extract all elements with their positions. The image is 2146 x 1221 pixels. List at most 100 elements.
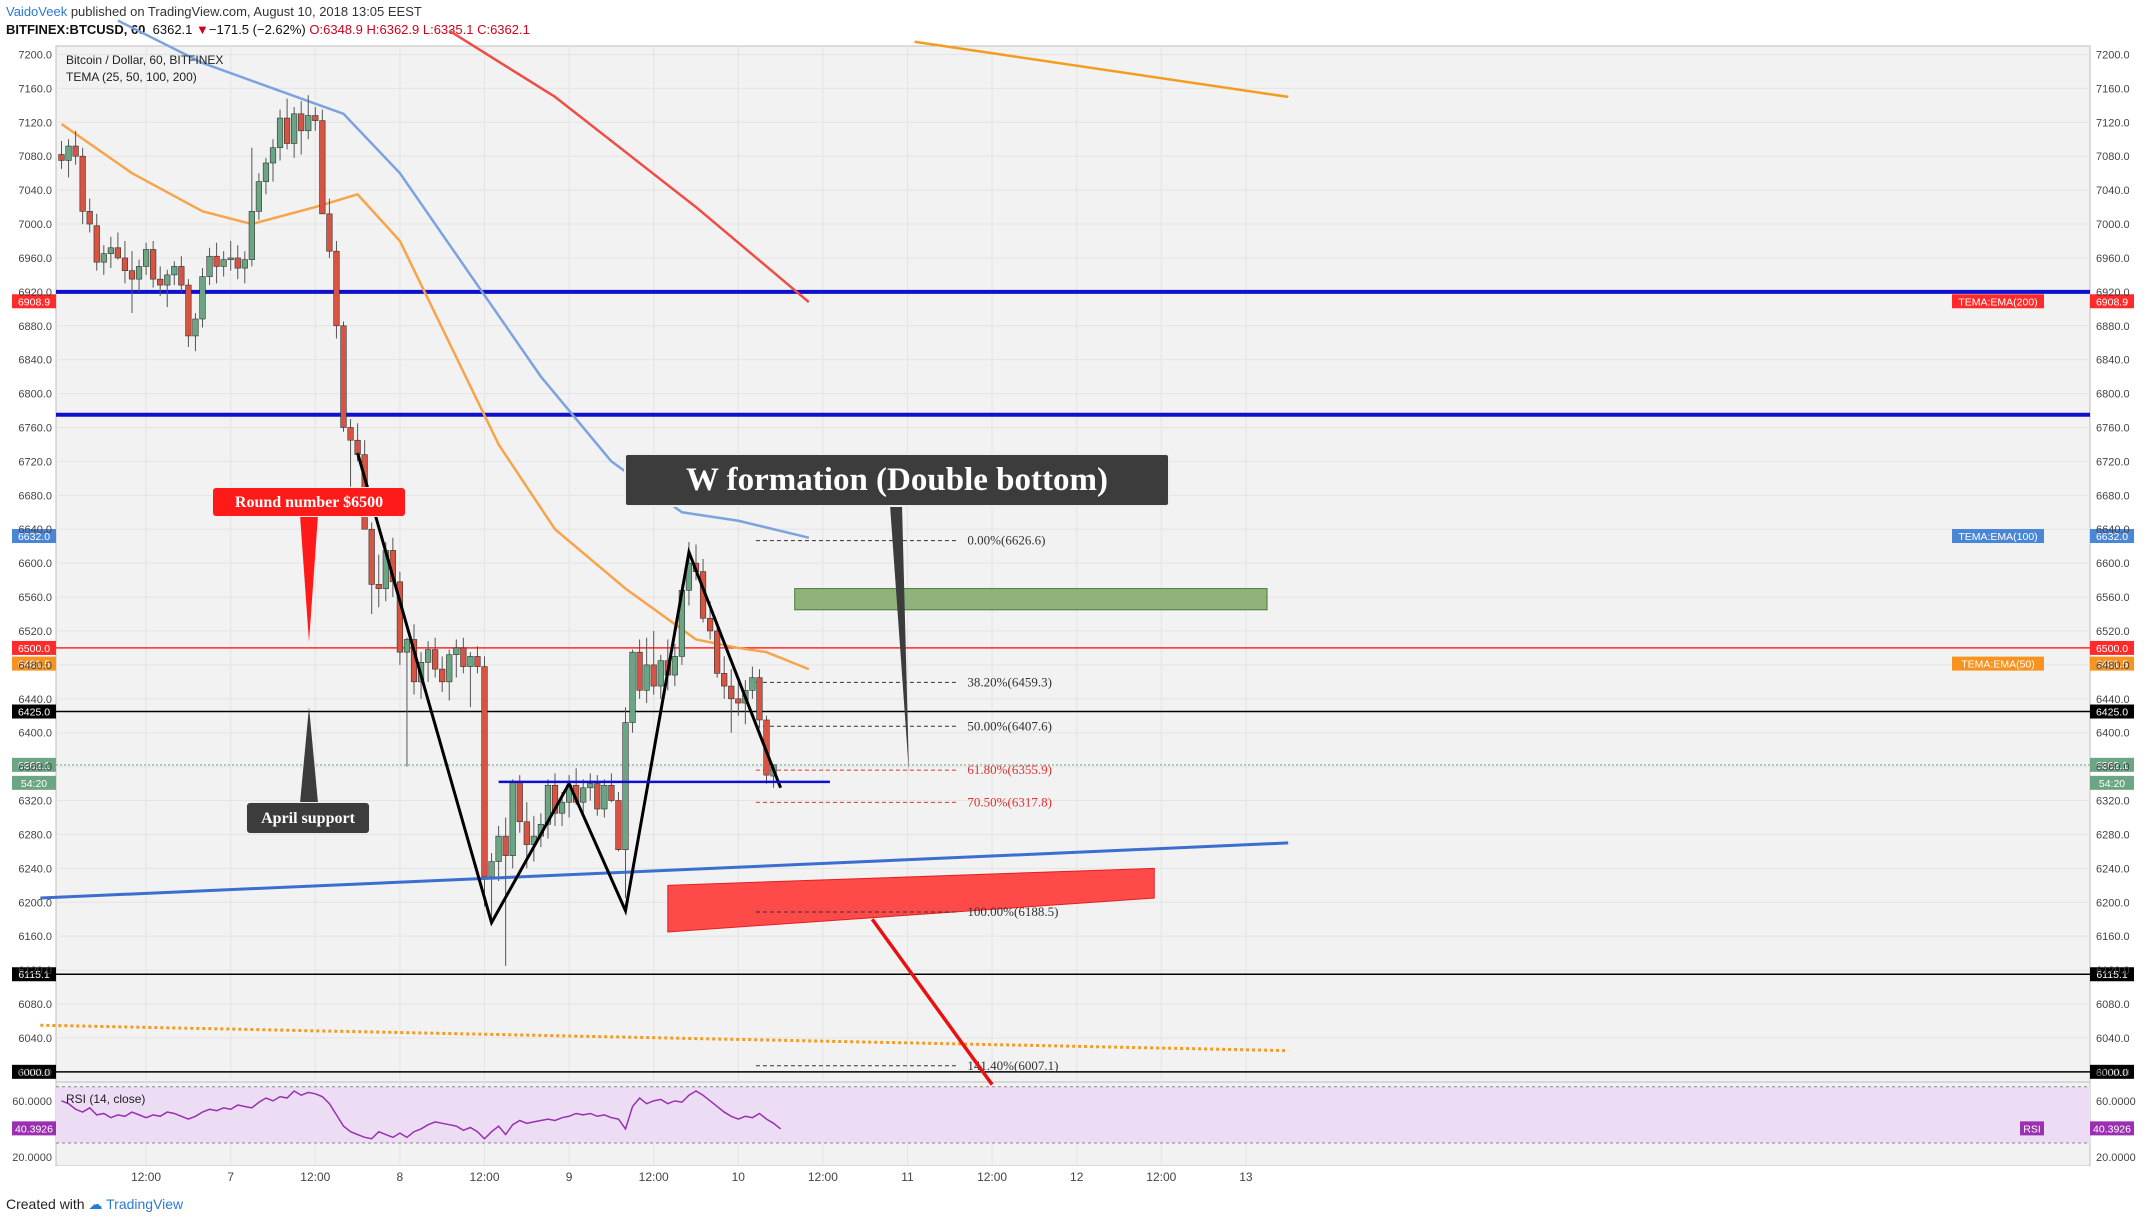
publish-text: published on TradingView.com, August 10,…	[70, 4, 422, 19]
candle-body	[467, 656, 474, 667]
candle-body	[749, 677, 756, 691]
candle-body	[368, 528, 375, 585]
fib-label: 38.20%(6459.3)	[967, 674, 1052, 689]
w-formation-callout: W formation (Double bottom)	[624, 453, 1170, 507]
y-tick-label-right: 6880.0	[2096, 321, 2130, 333]
level-label-bg	[2090, 640, 2134, 655]
y-tick-label-left: 7120.0	[18, 117, 52, 129]
y-tick-label-left: 6400.0	[18, 728, 52, 740]
candle-body	[79, 155, 86, 212]
down-arrow-icon: ▼	[196, 22, 209, 37]
time-axis-background	[56, 1166, 2090, 1186]
rsi-tag: RSI	[2023, 1123, 2041, 1135]
candle-body	[333, 250, 340, 327]
red-zone	[667, 867, 1155, 933]
level-label: 6425.0	[2096, 707, 2128, 719]
y-tick-label-right: 6000.0	[2096, 1067, 2130, 1079]
y-tick-label-right: 7120.0	[2096, 117, 2130, 129]
y-tick-label-left: 6040.0	[18, 1033, 52, 1045]
x-tick-label: 12:00	[469, 1170, 499, 1184]
level-label: 6000.0	[2096, 1067, 2128, 1079]
candle-body	[107, 247, 114, 255]
y-tick-label-right: 6120.0	[2096, 965, 2130, 977]
countdown-bg	[2090, 775, 2134, 790]
symbol-info: BITFINEX:BTCUSD, 60 6362.1 ▼−171.5 (−2.6…	[6, 22, 530, 37]
y-tick-label-right: 6480.0	[2096, 660, 2130, 672]
candle-body	[650, 664, 657, 687]
candle-body	[269, 147, 277, 164]
drawings[interactable]	[40, 452, 1289, 1086]
y-tick-label-left: 6840.0	[18, 355, 52, 367]
candle-body	[439, 668, 446, 683]
candle-body	[509, 781, 516, 856]
x-tick-label: 10	[732, 1170, 746, 1184]
candle-body	[615, 800, 622, 851]
x-tick-label: 12:00	[1146, 1170, 1176, 1184]
countdown-bg	[12, 775, 56, 790]
candle-body	[558, 801, 566, 814]
tradingview-link[interactable]: TradingView	[106, 1196, 184, 1212]
level-label: 6632.0	[18, 531, 50, 543]
candle-body	[262, 162, 270, 182]
ema200-line	[448, 29, 810, 303]
rsi-tick-left: 20.0000	[12, 1152, 52, 1164]
y-tick-label-left: 6800.0	[18, 389, 52, 401]
candle-body	[255, 181, 263, 212]
x-tick-label: 12:00	[639, 1170, 669, 1184]
axes: 6000.0 6000.0 6040.0 6040.0 6080.0 6080.0 6120…	[18, 49, 2129, 1184]
y-tick-label-right: 7000.0	[2096, 219, 2130, 231]
candle-body	[319, 120, 326, 215]
candle-body	[128, 270, 136, 280]
candle-body	[234, 257, 241, 269]
y-tick-label-right: 6240.0	[2096, 863, 2130, 875]
x-tick-label: 7	[227, 1170, 234, 1184]
candle-body	[728, 685, 735, 700]
level-label-bg	[2090, 294, 2134, 309]
y-tick-label-left: 6080.0	[18, 999, 52, 1011]
y-tick-label-right: 6800.0	[2096, 389, 2130, 401]
ema-slow-line	[914, 40, 1289, 99]
x-tick-label: 12:00	[977, 1170, 1007, 1184]
green-zone	[794, 588, 1268, 611]
y-tick-label-right: 6160.0	[2096, 931, 2130, 943]
publish-info: VaidoVeek published on TradingView.com, …	[6, 4, 422, 19]
y-tick-label-right: 6280.0	[2096, 829, 2130, 841]
x-tick-label: 12:00	[300, 1170, 330, 1184]
rsi-line	[61, 1090, 782, 1140]
candle-body	[241, 259, 248, 269]
y-tick-label-left: 6480.0	[18, 660, 52, 672]
april-support-pointer	[300, 707, 318, 803]
red-arrow	[870, 918, 994, 1086]
round-number-callout: Round number $6500	[212, 487, 406, 517]
y-tick-label-left: 7000.0	[18, 219, 52, 231]
candle-body	[481, 666, 488, 878]
level-label-bg	[12, 704, 56, 719]
fibonacci-retracement[interactable]: 0.00%(6626.6) 38.20%(6459.3) 50.00%(6407.6…	[755, 533, 1059, 1073]
candle-body	[150, 249, 157, 280]
y-tick-label-right: 6080.0	[2096, 999, 2130, 1011]
level-label: 6632.0	[2096, 531, 2128, 543]
candle-body	[580, 787, 587, 803]
ema-tag-bg	[1952, 294, 2044, 309]
created-with-label: Created with	[6, 1196, 85, 1212]
footer: Created with ☁ TradingView	[6, 1196, 183, 1213]
candle-body	[706, 617, 714, 632]
last-price: 6362.1	[152, 22, 193, 37]
level-label-bg	[2090, 757, 2134, 772]
round-number-pointer	[300, 515, 318, 642]
fib-label: 141.40%(6007.1)	[967, 1058, 1058, 1073]
level-label: 6908.9	[2096, 296, 2128, 308]
y-tick-label-left: 6960.0	[18, 253, 52, 265]
candle-body	[608, 784, 615, 801]
author-link[interactable]: VaidoVeek	[6, 4, 68, 19]
y-tick-label-left: 6520.0	[18, 626, 52, 638]
candle-body	[396, 581, 404, 653]
level-label-bg	[12, 294, 56, 309]
w-pattern-line	[356, 452, 782, 927]
candle-body	[206, 255, 213, 277]
ema-tag: TEMA:EMA(100)	[1958, 531, 2037, 543]
y-tick-label-right: 6720.0	[2096, 456, 2130, 468]
candle-body	[735, 698, 742, 704]
y-tick-label-left: 6360.0	[18, 762, 52, 774]
